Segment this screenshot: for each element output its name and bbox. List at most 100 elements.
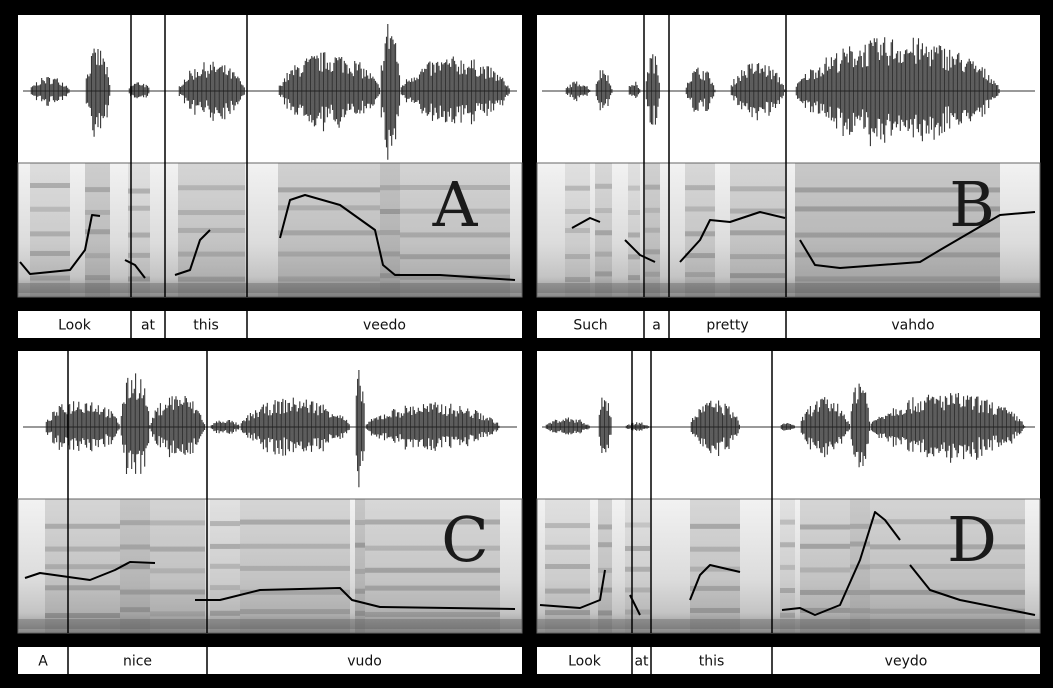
formant-band xyxy=(690,586,740,591)
figure: ALookatthisveedoBSuchaprettyvahdoCAnicev… xyxy=(0,0,1053,688)
formant-band xyxy=(210,544,240,549)
word-label: pretty xyxy=(706,318,748,334)
formant-band xyxy=(645,249,660,254)
formant-band xyxy=(645,208,660,213)
formant-band xyxy=(628,275,640,280)
formant-band xyxy=(545,589,590,594)
formant-band xyxy=(598,610,612,615)
formant-band xyxy=(150,547,205,552)
formant-band xyxy=(690,608,740,613)
formant-band xyxy=(45,547,120,552)
formant-band xyxy=(685,253,715,258)
formant-band xyxy=(850,564,870,569)
formant-band xyxy=(85,275,110,280)
formant-band xyxy=(800,544,850,549)
formant-band xyxy=(278,230,380,235)
formant-band xyxy=(625,523,650,528)
formant-band xyxy=(800,524,850,529)
formant-band xyxy=(780,588,795,593)
panel-letter: C xyxy=(441,503,488,576)
formant-band xyxy=(355,569,365,574)
formant-band xyxy=(150,589,205,594)
word-label: a xyxy=(652,318,661,334)
formant-band xyxy=(565,228,590,233)
panel: BSuchaprettyvahdo xyxy=(537,15,1040,338)
formant-band xyxy=(645,228,660,233)
formant-band xyxy=(850,590,870,595)
formant-band xyxy=(240,520,350,525)
formant-band xyxy=(400,254,510,259)
formant-band xyxy=(730,230,785,235)
formant-band xyxy=(800,590,850,595)
formant-band xyxy=(30,231,70,236)
formant-band xyxy=(595,208,612,213)
word-label: veydo xyxy=(885,654,928,670)
label-strip xyxy=(537,311,1040,338)
formant-band xyxy=(598,542,612,547)
formant-band xyxy=(628,186,640,191)
formant-band xyxy=(780,520,795,525)
word-label: Such xyxy=(573,318,607,334)
formant-band xyxy=(565,254,590,259)
low-band xyxy=(18,283,522,293)
formant-band xyxy=(850,524,870,529)
formant-band xyxy=(565,186,590,191)
formant-band xyxy=(598,588,612,593)
word-label: Look xyxy=(568,654,602,670)
panel: CAnicevudo xyxy=(18,351,522,674)
formant-band xyxy=(645,272,660,277)
formant-band xyxy=(595,184,612,189)
formant-band xyxy=(45,585,120,590)
formant-band xyxy=(150,568,205,573)
formant-band xyxy=(850,542,870,547)
formant-band xyxy=(565,209,590,214)
formant-band xyxy=(278,187,380,192)
formant-band xyxy=(595,252,612,257)
formant-band xyxy=(240,544,350,549)
formant-band xyxy=(380,230,400,235)
formant-band xyxy=(685,206,715,211)
formant-band xyxy=(545,610,590,615)
panel-letter: D xyxy=(947,503,997,576)
formant-band xyxy=(628,232,640,237)
formant-band xyxy=(780,542,795,547)
formant-band xyxy=(120,590,150,595)
formant-band xyxy=(355,611,365,616)
word-label: nice xyxy=(123,654,152,670)
formant-band xyxy=(178,228,245,233)
formant-band xyxy=(45,613,120,618)
formant-band xyxy=(355,589,365,594)
formant-band xyxy=(595,271,612,276)
formant-band xyxy=(240,566,350,571)
word-label: veedo xyxy=(363,318,406,334)
low-band xyxy=(537,283,1040,293)
panel-letter: A xyxy=(432,168,479,241)
formant-band xyxy=(730,186,785,191)
formant-band xyxy=(278,205,380,210)
word-label: vahdo xyxy=(891,318,934,334)
formant-band xyxy=(545,564,590,569)
formant-band xyxy=(598,524,612,529)
formant-band xyxy=(45,564,120,569)
formant-band xyxy=(685,231,715,236)
formant-band xyxy=(365,586,500,591)
label-strip xyxy=(537,647,1040,674)
formant-band xyxy=(210,521,240,526)
formant-band xyxy=(690,547,740,552)
formant-band xyxy=(800,567,850,572)
formant-band xyxy=(150,611,205,616)
formant-band xyxy=(380,251,400,256)
formant-band xyxy=(120,607,150,612)
word-label: this xyxy=(193,318,219,334)
formant-band xyxy=(565,277,590,282)
formant-band xyxy=(150,520,205,525)
formant-band xyxy=(628,254,640,259)
formant-band xyxy=(730,254,785,259)
formant-band xyxy=(30,251,70,256)
formant-band xyxy=(545,545,590,550)
formant-band xyxy=(30,183,70,188)
formant-band xyxy=(780,565,795,570)
formant-band xyxy=(178,185,245,190)
